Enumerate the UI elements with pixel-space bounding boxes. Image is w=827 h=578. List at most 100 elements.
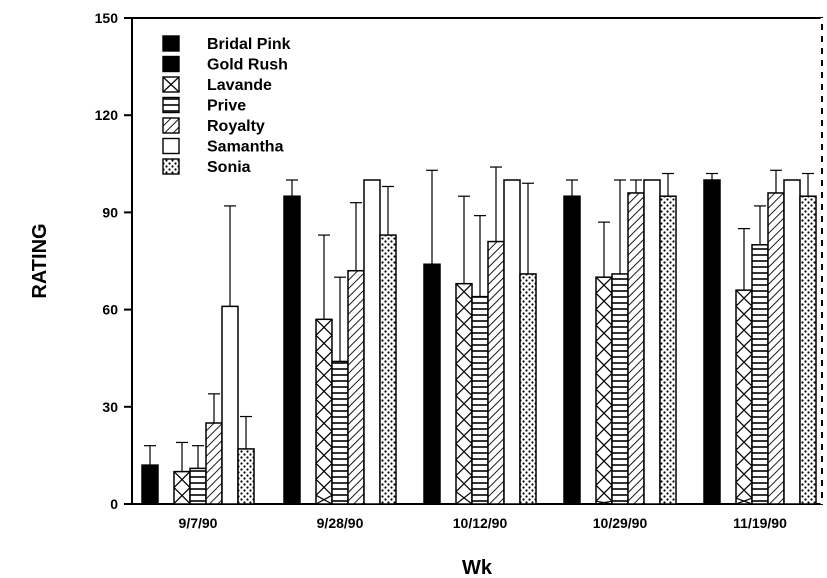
- bar: [379, 234, 397, 505]
- bar-rect: [237, 448, 255, 505]
- bar: [221, 305, 239, 505]
- bar: [487, 240, 505, 505]
- legend-label: Royalty: [207, 118, 265, 135]
- bar-hatch: [595, 452, 613, 470]
- bar: [331, 360, 349, 505]
- bar-hatch: [735, 305, 753, 323]
- bar-hatch: [315, 334, 333, 352]
- bar-hatch: [595, 372, 613, 390]
- bar-rect: [611, 273, 629, 505]
- bar-hatch: [735, 465, 753, 483]
- y-tick-label: 120: [95, 107, 119, 123]
- bar: [735, 289, 753, 505]
- bar-hatch: [315, 478, 333, 496]
- bar-rect: [659, 195, 677, 505]
- bar: [347, 269, 365, 505]
- bar-hatch: [595, 468, 613, 486]
- bar-hatch: [455, 363, 473, 381]
- x-axis-title: Wk: [462, 557, 493, 578]
- bar: [519, 273, 537, 505]
- bar-hatch: [595, 388, 613, 406]
- bar: [563, 195, 581, 505]
- bar: [283, 195, 301, 505]
- legend-label: Samantha: [207, 139, 284, 156]
- legend-entry: Royalty: [162, 117, 265, 135]
- bar-hatch: [455, 315, 473, 333]
- bar: [189, 467, 207, 505]
- bar-hatch: [735, 481, 753, 499]
- bar-hatch: [735, 417, 753, 435]
- bar: [363, 179, 381, 505]
- legend-label: Bridal Pink: [207, 36, 291, 53]
- bar-hatch: [455, 395, 473, 413]
- bar-hatch: [173, 487, 191, 505]
- bar-hatch: [455, 491, 473, 505]
- x-axis: 9/7/90 9/28/90 10/12/90 10/29/90 11/19/90 Wk: [179, 515, 788, 578]
- legend-label: Gold Rush: [207, 57, 288, 74]
- bar-hatch: [455, 427, 473, 445]
- legend-swatch: [162, 55, 180, 73]
- y-tick-label: 150: [95, 10, 119, 26]
- bar: [783, 179, 801, 505]
- legend-swatch: [162, 96, 180, 114]
- bar-rect: [189, 467, 207, 505]
- bar: [703, 179, 721, 505]
- legend-label: Lavande: [207, 77, 272, 94]
- bar: [455, 282, 473, 505]
- y-tick-label: 0: [110, 496, 118, 512]
- bar-hatch: [735, 369, 753, 387]
- bar-hatch: [735, 321, 753, 339]
- legend: Bridal Pink Gold Rush Lavande Prive Royalty S…: [162, 35, 291, 176]
- y-tick-label: 90: [102, 204, 118, 220]
- bar: [173, 470, 191, 505]
- bar-hatch: [315, 494, 333, 505]
- legend-swatch: [162, 35, 180, 52]
- bar-hatch: [455, 283, 473, 301]
- bar-hatch: [595, 404, 613, 422]
- bar-rect: [783, 179, 801, 505]
- x-tick-label: 9/28/90: [317, 515, 364, 531]
- bar-hatch: [315, 430, 333, 448]
- legend-entry: Samantha: [162, 137, 284, 156]
- bar-hatch: [735, 449, 753, 467]
- bar-rect: [627, 192, 645, 505]
- legend-swatch: [162, 117, 180, 134]
- bar-rect: [379, 234, 397, 505]
- bar-rect: [487, 240, 505, 505]
- bar-hatch: [315, 414, 333, 432]
- bar-rect: [471, 295, 489, 505]
- bar-hatch: [595, 420, 613, 438]
- bar-hatch: [595, 292, 613, 310]
- bar-hatch: [595, 324, 613, 342]
- bar-hatch: [595, 308, 613, 326]
- x-tick-label: 9/7/90: [179, 515, 218, 531]
- bar-hatch: [455, 459, 473, 477]
- bar-hatch: [735, 433, 753, 451]
- bar-hatch: [735, 497, 753, 505]
- legend-label: Prive: [207, 98, 246, 115]
- legend-entry: Sonia: [162, 158, 251, 176]
- y-tick-label: 30: [102, 399, 118, 415]
- bar-hatch: [455, 379, 473, 397]
- bar-rect: [519, 273, 537, 505]
- bar-rect: [173, 470, 191, 505]
- bar-hatch: [315, 318, 333, 336]
- bar-hatch: [315, 446, 333, 464]
- bar-hatch: [455, 443, 473, 461]
- bar-hatch: [455, 347, 473, 365]
- bar-hatch: [455, 475, 473, 493]
- x-tick-label: 11/19/90: [733, 515, 787, 531]
- bar-hatch: [735, 337, 753, 355]
- bar: [627, 192, 645, 505]
- legend-entry: Prive: [162, 96, 246, 115]
- bar: [799, 195, 817, 505]
- bars-group: [141, 179, 817, 505]
- bar-hatch: [735, 289, 753, 307]
- bar-rect: [799, 195, 817, 505]
- bar: [423, 263, 441, 505]
- bar: [503, 179, 521, 505]
- bar-hatch: [455, 331, 473, 349]
- bar: [643, 179, 661, 505]
- bar-hatch: [315, 366, 333, 384]
- bar-rect: [423, 263, 441, 505]
